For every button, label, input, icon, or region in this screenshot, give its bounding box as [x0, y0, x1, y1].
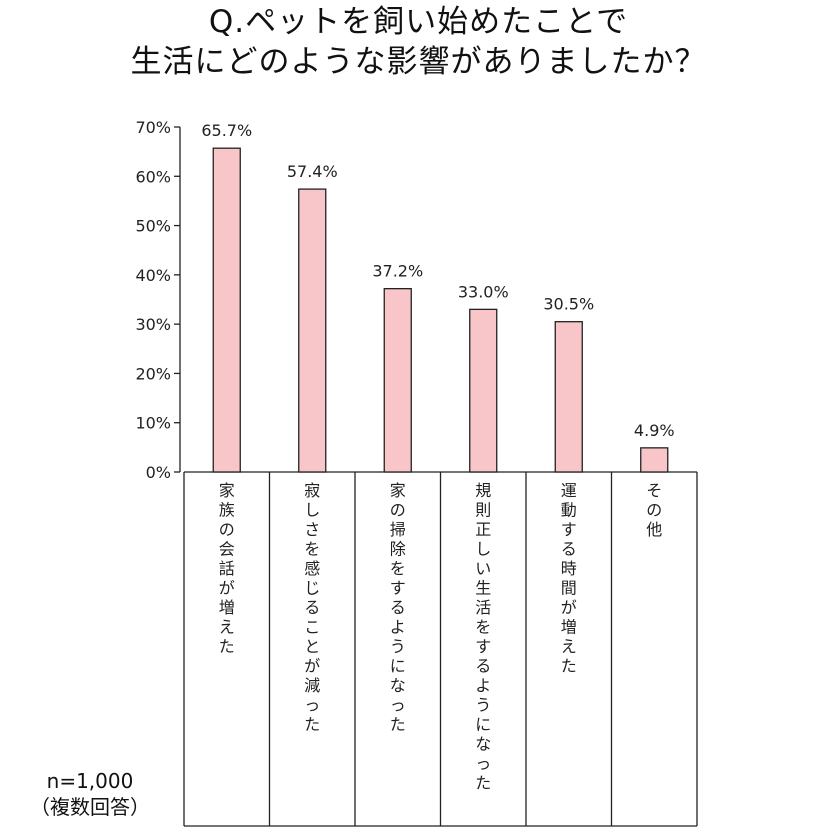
bar: [640, 447, 669, 473]
y-tick-label: 0%: [146, 463, 171, 482]
y-tick-label: 60%: [135, 167, 171, 186]
y-tick-label: 50%: [135, 217, 171, 236]
bar: [554, 321, 583, 473]
category-label: 家の掃除をするようになった: [390, 481, 406, 734]
sample-size: n=1,000: [46, 769, 134, 793]
chart-title-line-1: Q.ペットを飼い始めたことで: [208, 4, 629, 40]
y-tick-label: 30%: [135, 315, 171, 334]
y-tick-label: 10%: [135, 414, 171, 433]
y-tick-label: 20%: [135, 364, 171, 383]
value-label: 30.5%: [543, 295, 594, 314]
category-label: 家族の会話が増えた: [219, 481, 235, 656]
bar: [469, 308, 498, 473]
category-label: その他: [646, 481, 662, 539]
multiple-answer-note: （複数回答）: [30, 795, 150, 819]
sample-info: n=1,000 （複数回答）: [30, 768, 150, 820]
value-label: 57.4%: [287, 162, 338, 181]
y-tick-label: 70%: [135, 118, 171, 137]
bar: [383, 288, 412, 473]
category-label: 規則正しい生活をするようになった: [475, 481, 491, 793]
bar: [212, 147, 241, 473]
bar: [298, 188, 327, 473]
value-label: 4.9%: [634, 421, 675, 440]
y-tick-label: 40%: [135, 266, 171, 285]
category-label: 寂しさを感じることが減った: [304, 481, 320, 734]
value-label: 33.0%: [458, 282, 509, 301]
value-label: 65.7%: [201, 121, 252, 140]
chart-title-line-2: 生活にどのような影響がありましたか？: [130, 44, 707, 80]
chart-title: Q.ペットを飼い始めたことで 生活にどのような影響がありましたか？: [0, 0, 837, 82]
value-label: 37.2%: [372, 262, 423, 281]
category-label: 運動する時間が増えた: [561, 481, 577, 676]
